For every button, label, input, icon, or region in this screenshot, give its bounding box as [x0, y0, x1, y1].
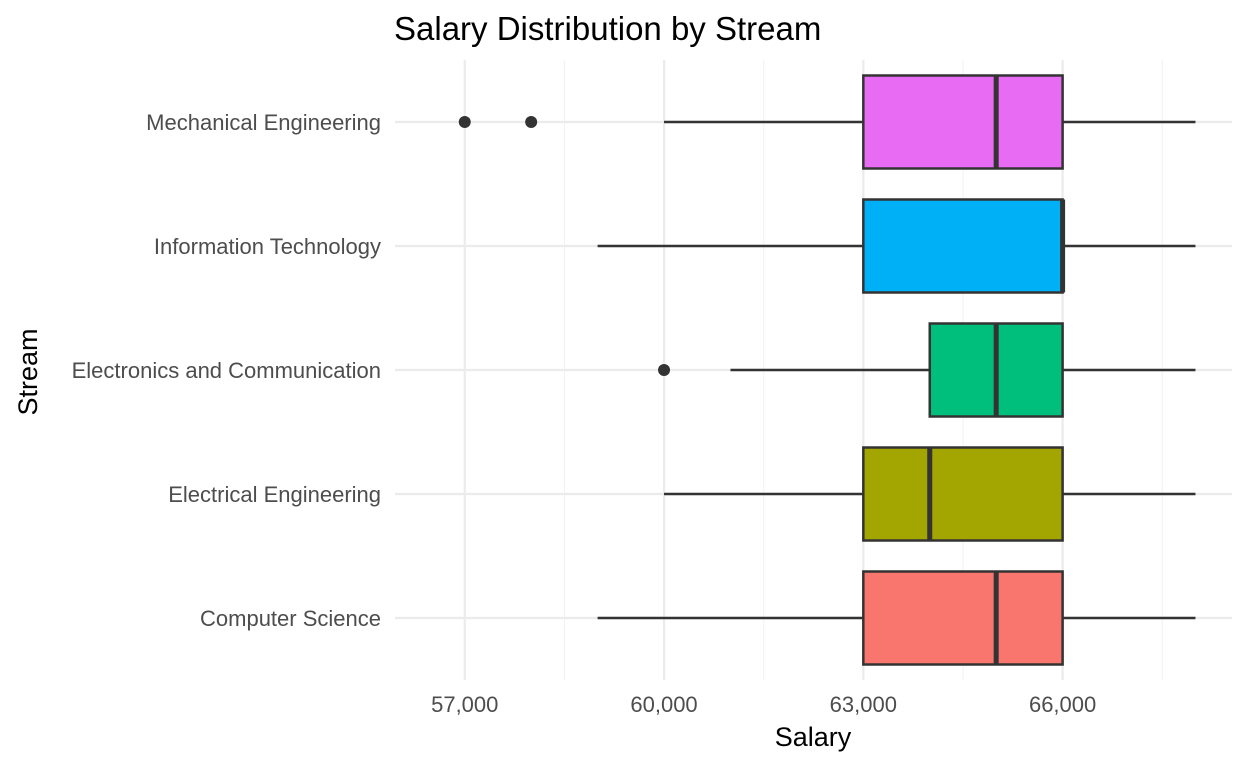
plot-area	[458, 74, 1196, 666]
outlier-point	[525, 116, 538, 128]
y-tick-label: Mechanical Engineering	[146, 110, 381, 135]
x-axis-tick-labels: 57,000 60,000 63,000 66,000	[431, 692, 1096, 717]
box	[862, 198, 1064, 294]
box-group	[597, 570, 1196, 666]
box-group	[658, 322, 1196, 418]
box-group	[597, 198, 1196, 294]
y-tick-label: Computer Science	[200, 606, 381, 631]
x-tick-label: 66,000	[1029, 692, 1096, 717]
box-group	[458, 74, 1196, 170]
box-group	[664, 446, 1196, 542]
outlier-point	[458, 116, 471, 128]
y-tick-label: Electrical Engineering	[168, 482, 381, 507]
x-tick-label: 60,000	[630, 692, 697, 717]
x-axis-title: Salary	[775, 722, 852, 752]
y-tick-label: Information Technology	[154, 234, 381, 259]
y-axis-tick-labels: Computer Science Electrical Engineering El…	[72, 110, 381, 631]
x-tick-label: 57,000	[431, 692, 498, 717]
x-tick-label: 63,000	[830, 692, 897, 717]
box	[862, 570, 1064, 666]
y-axis-title: Stream	[13, 328, 43, 415]
y-tick-label: Electronics and Communication	[72, 358, 381, 383]
box	[862, 74, 1064, 170]
outlier-point	[658, 364, 671, 376]
box	[862, 446, 1064, 542]
chart-title: Salary Distribution by Stream	[394, 10, 821, 47]
